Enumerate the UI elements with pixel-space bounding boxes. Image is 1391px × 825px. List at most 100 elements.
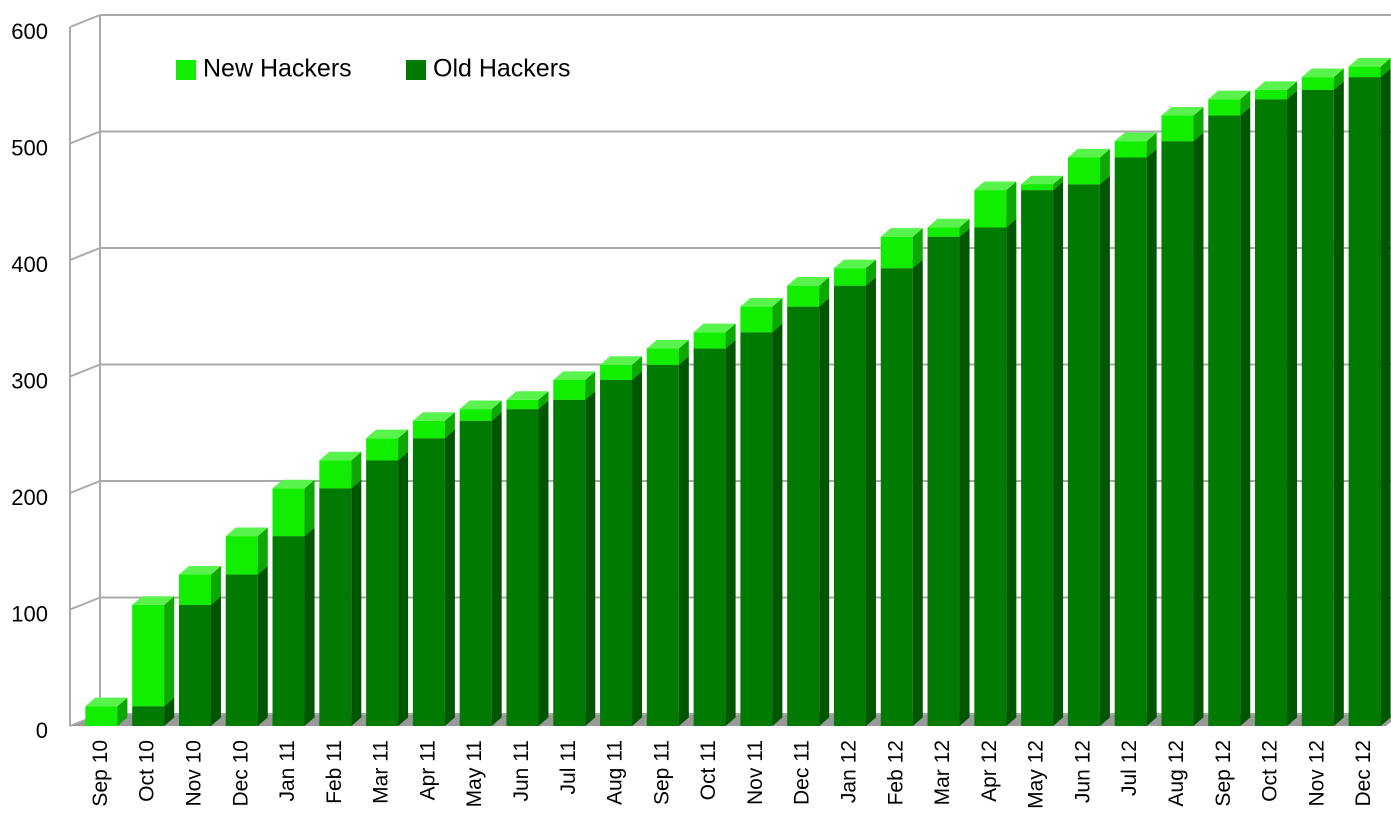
bar-segment [459, 412, 502, 726]
bar-front [927, 227, 960, 237]
bar-segment [459, 400, 502, 421]
bar-front [787, 285, 820, 307]
bar-side [117, 697, 128, 726]
bar-segment [1301, 81, 1344, 727]
bar-top [178, 565, 221, 575]
bar-side [912, 259, 923, 726]
bar-front [85, 706, 118, 726]
x-tick-label: Jul 12 [1118, 740, 1141, 796]
x-tick-label: Sep 11 [650, 740, 673, 805]
bar-segment [225, 527, 268, 575]
bar-segment [787, 277, 830, 307]
x-tick-label: Dec 11 [791, 740, 814, 805]
bar-front [506, 399, 539, 410]
bar-side [444, 429, 455, 726]
bar-segment [1348, 58, 1391, 78]
bar-segment [553, 391, 596, 726]
bar-segment [880, 259, 923, 726]
x-tick-label: Apr 11 [416, 740, 439, 800]
bar-front [1161, 115, 1194, 142]
bar-segment [412, 429, 455, 726]
bar-front [1067, 184, 1100, 726]
legend-swatch [406, 60, 426, 80]
bar-segment [366, 451, 409, 726]
bar-segment [600, 371, 643, 726]
bar-segment [646, 356, 689, 726]
bar-side [304, 479, 315, 537]
bar-front [740, 332, 773, 726]
bar-segment [927, 218, 970, 237]
bar-segment [1114, 148, 1157, 727]
bar-segment [740, 298, 783, 333]
bar-front [787, 306, 820, 726]
bar-segment [787, 298, 830, 726]
bar-front [412, 438, 445, 726]
tick-mark [69, 247, 101, 261]
x-tick-label: Jul 11 [557, 740, 580, 794]
bar-top [1114, 132, 1157, 142]
tick-mark [69, 596, 101, 611]
bar-front [1348, 77, 1381, 727]
bar-front [506, 409, 539, 726]
bar-side [725, 323, 736, 349]
bar-side [257, 565, 268, 726]
x-tick-label: Jun 11 [510, 740, 533, 802]
bar-front [1021, 184, 1054, 191]
bar-front [646, 348, 679, 365]
bar-side [1146, 132, 1157, 158]
x-tick-label: Oct 11 [697, 740, 720, 800]
legend-label: New Hackers [203, 55, 352, 83]
bar-top [85, 697, 128, 707]
bar-segment [1208, 106, 1251, 727]
bar-side [772, 298, 783, 333]
x-tick-label: Sep 10 [89, 740, 112, 807]
bar-segment [225, 565, 268, 726]
bar-side [1193, 132, 1204, 726]
x-tick-label: Apr 12 [978, 740, 1001, 802]
bar-side [164, 596, 175, 707]
bar-front [833, 268, 866, 286]
bar-side [210, 565, 221, 605]
bar-side [959, 218, 970, 237]
bar-side [1099, 175, 1110, 727]
bar-segment [974, 181, 1017, 228]
bar-front [1208, 115, 1241, 727]
bar-front [1255, 89, 1288, 100]
legend-label: Old Hackers [433, 55, 571, 83]
bar-side [819, 277, 830, 307]
bar-front [319, 488, 352, 726]
bar-side [1333, 68, 1344, 90]
bar-front [974, 190, 1007, 228]
bar-side [632, 371, 643, 726]
bar-side [1193, 106, 1204, 142]
x-tick-label: May 11 [463, 740, 486, 807]
tick-mark [69, 480, 101, 494]
bar-segment [880, 228, 923, 269]
bar-front [459, 409, 492, 421]
x-tick-label: Sep 12 [1212, 740, 1235, 807]
bar-side [164, 697, 175, 726]
bar-segment [927, 228, 970, 726]
bar-front [132, 706, 165, 726]
x-tick-label: Mar 12 [931, 740, 954, 805]
bar-side [1380, 68, 1391, 727]
bar-front [1161, 141, 1194, 727]
bar-top [600, 356, 643, 365]
x-tick-label: Nov 12 [1305, 740, 1328, 807]
bar-side [632, 356, 643, 380]
x-tick-label: Oct 12 [1259, 740, 1282, 802]
bar-front [225, 536, 258, 575]
bar-front [1301, 77, 1334, 90]
bar-segment [553, 371, 596, 400]
x-tick-label: May 12 [1025, 740, 1048, 809]
bar-top [272, 479, 315, 489]
bar-front [646, 364, 679, 726]
tick-mark [69, 363, 101, 378]
bar-top [1067, 148, 1110, 158]
bar-top [1161, 106, 1204, 116]
bar-segment [506, 400, 549, 726]
bar-segment [833, 259, 876, 286]
bar-front [366, 438, 399, 461]
bar-top [553, 371, 596, 380]
